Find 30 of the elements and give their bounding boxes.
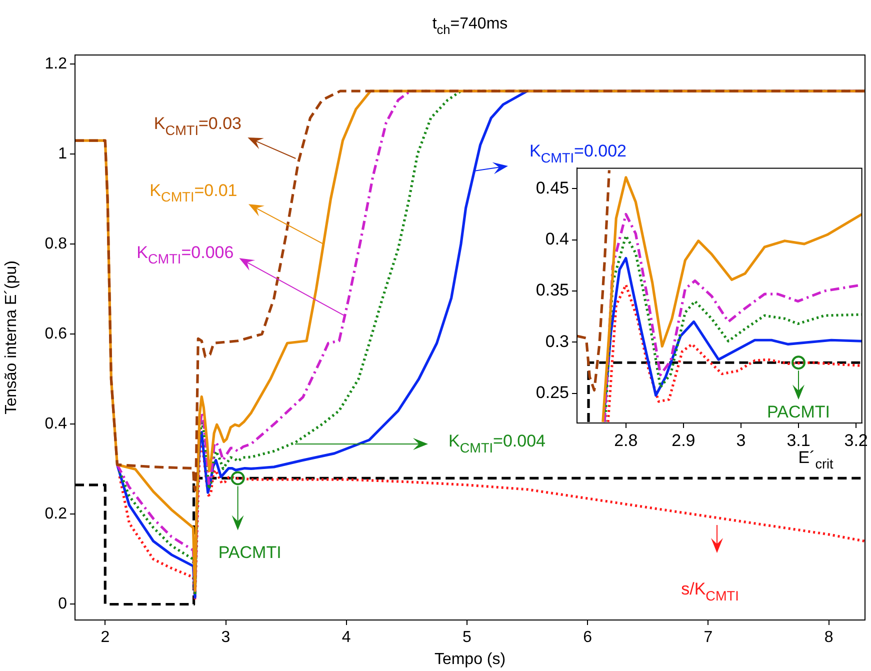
x-tick-label: 4 xyxy=(342,629,351,646)
y-axis-title: Tensão interna E´(pu) xyxy=(3,260,20,414)
y-tick-label: 1.2 xyxy=(44,55,68,72)
x-tick-label: 2.8 xyxy=(614,430,638,450)
y-tick-label: 0.8 xyxy=(44,235,68,252)
line-series xyxy=(75,90,865,492)
y-tick-label: 0.2 xyxy=(44,506,68,523)
y-tick-label: 0.6 xyxy=(44,326,68,343)
annotation: PACMTI xyxy=(218,542,282,562)
annotation: PACMTI xyxy=(767,402,830,422)
y-tick-label: 1 xyxy=(58,145,68,162)
line-series xyxy=(577,168,611,392)
y-tick-label: 0.25 xyxy=(536,383,569,402)
y-tick-label: 0.45 xyxy=(536,178,569,198)
x-tick-label: 7 xyxy=(704,629,713,646)
x-tick-label: 3.1 xyxy=(786,430,810,450)
x-tick-label: 5 xyxy=(462,629,472,646)
y-tick-label: 0 xyxy=(58,596,68,613)
x-tick-label: 2 xyxy=(100,629,110,646)
y-tick-label: 0.4 xyxy=(44,416,68,433)
x-tick-label: 6 xyxy=(583,629,592,646)
x-tick-label: 3 xyxy=(221,629,230,646)
x-tick-label: 3 xyxy=(736,430,746,450)
x-axis-title: Tempo (s) xyxy=(434,650,506,668)
y-tick-label: 0.35 xyxy=(536,280,569,300)
x-tick-label: 2.9 xyxy=(672,430,696,450)
line-series xyxy=(606,284,862,423)
x-tick-label: 8 xyxy=(824,629,834,646)
y-tick-label: 0.3 xyxy=(545,332,569,351)
y-tick-label: 0.4 xyxy=(545,230,569,249)
